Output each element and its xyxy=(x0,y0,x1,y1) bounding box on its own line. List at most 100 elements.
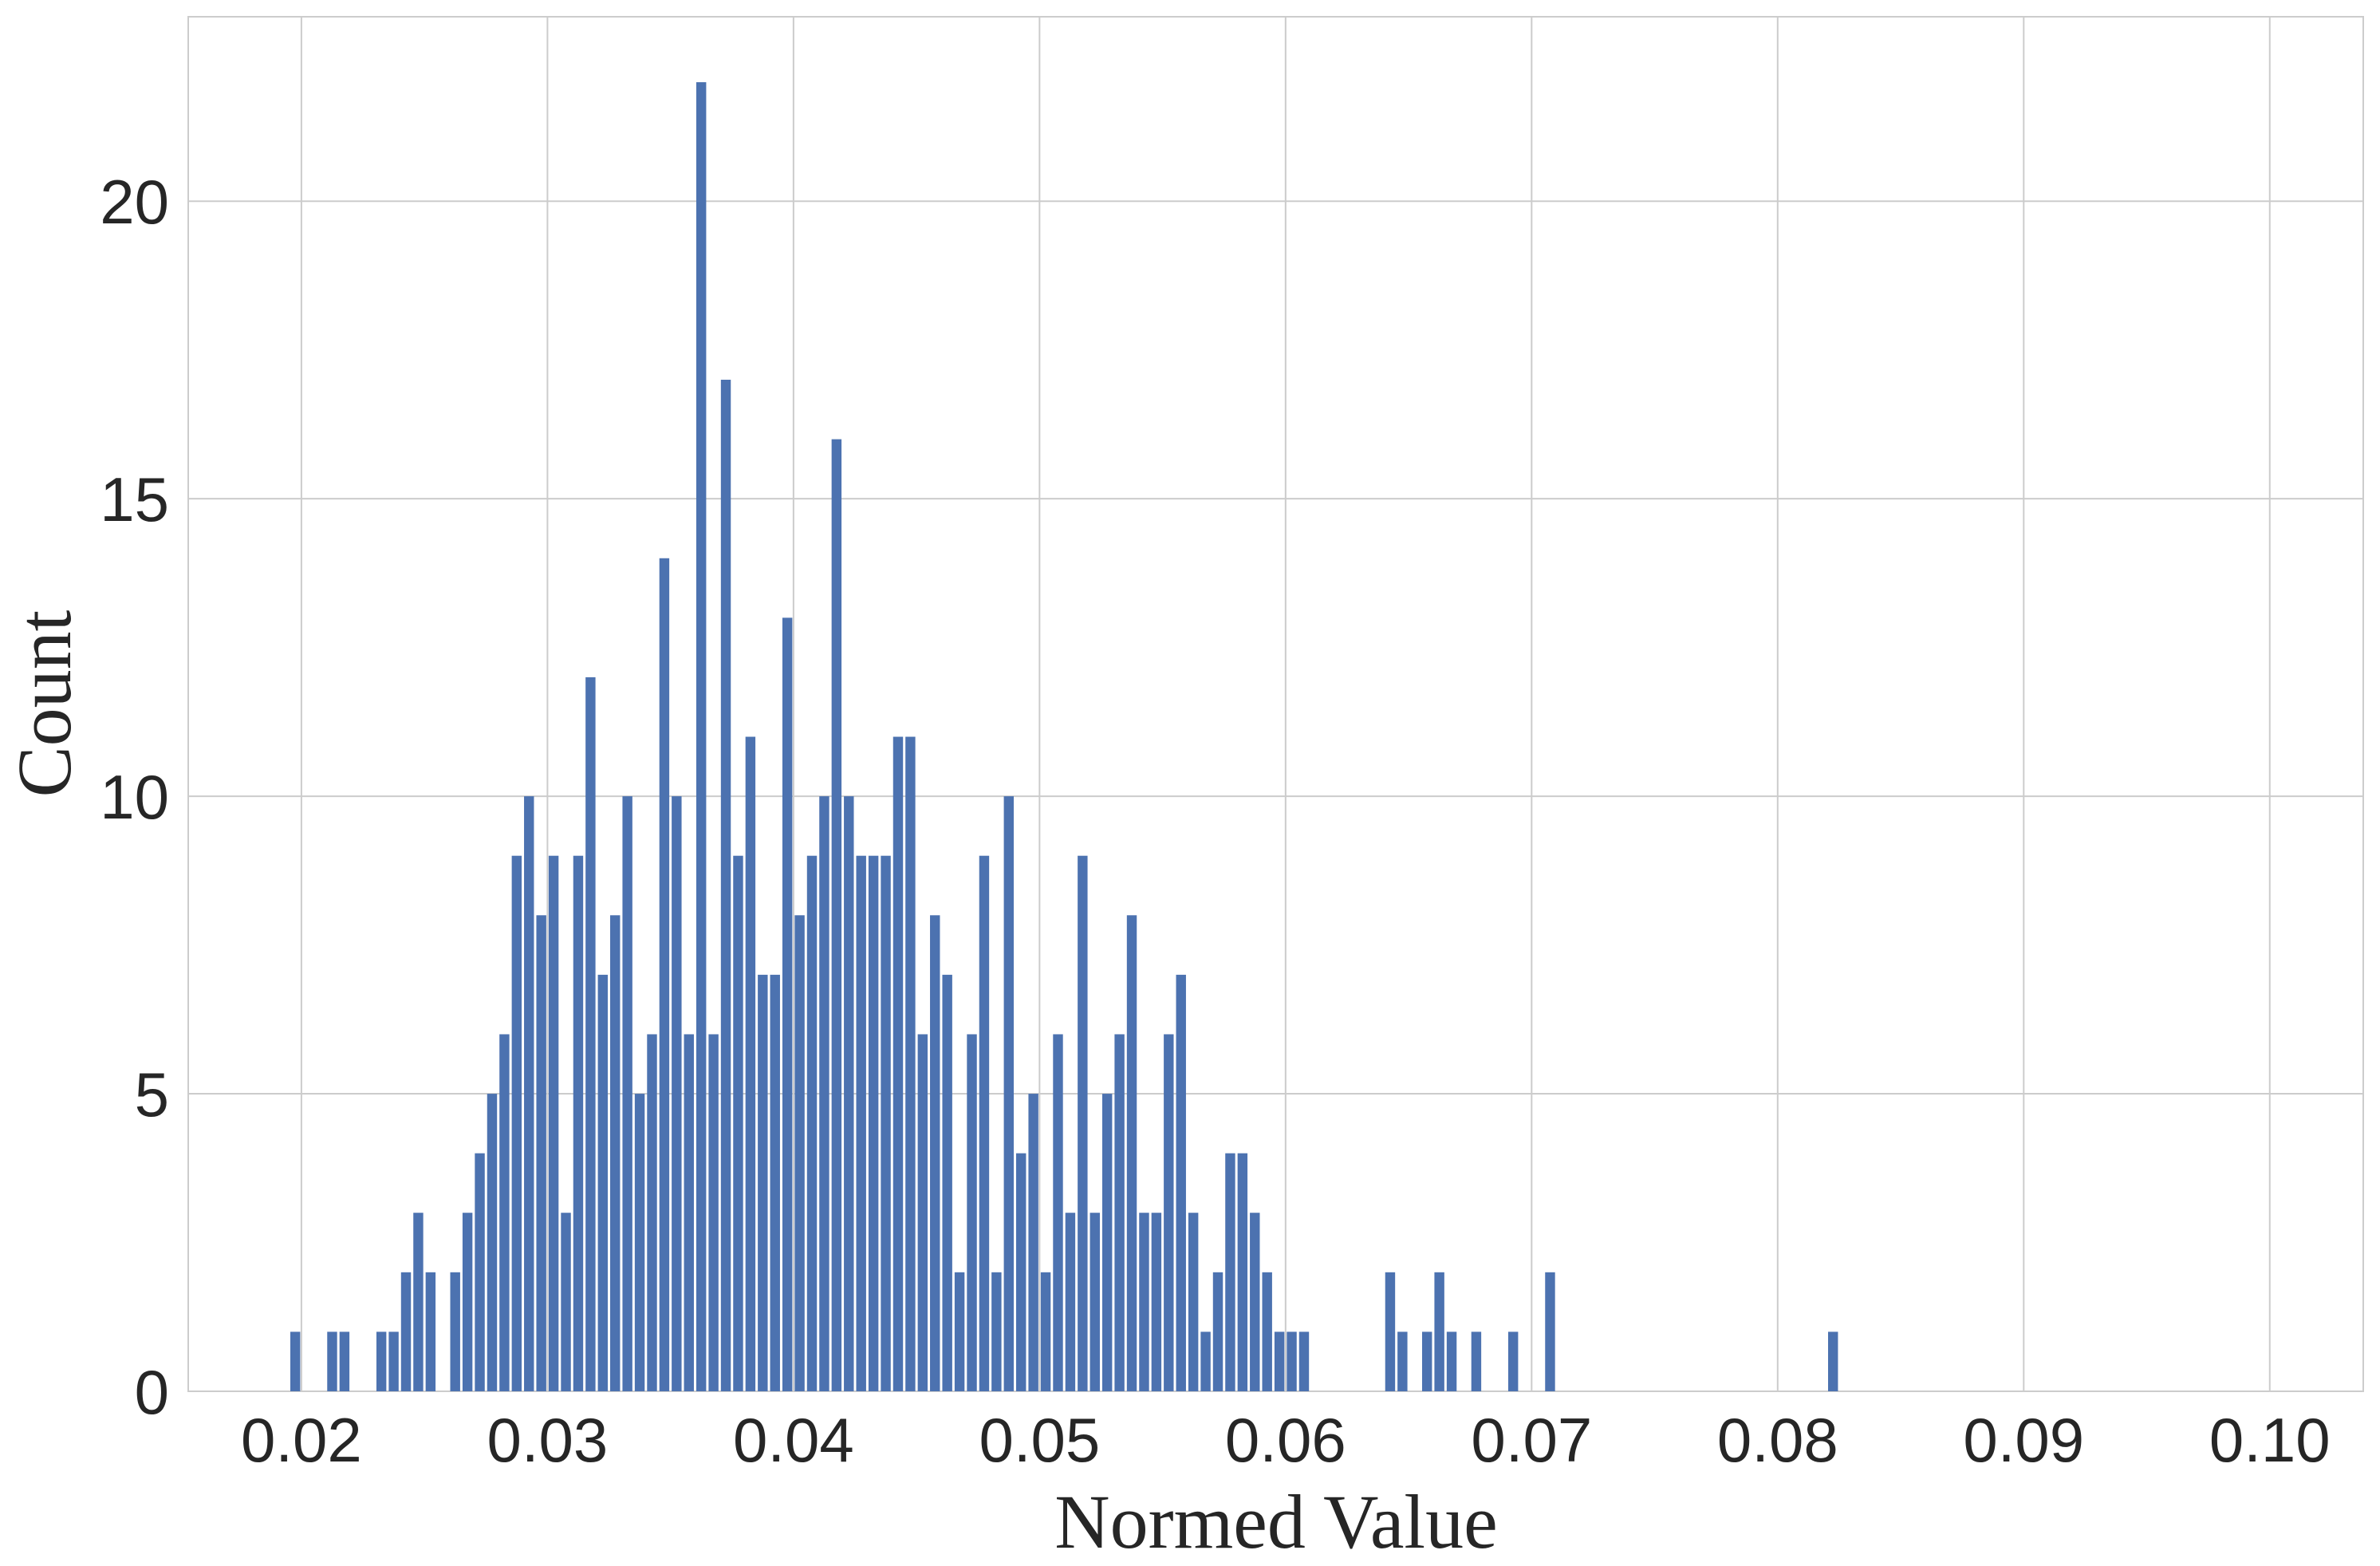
histogram-bar xyxy=(930,915,940,1391)
histogram-bar xyxy=(1053,1034,1063,1391)
x-tick-label: 0.03 xyxy=(487,1405,608,1475)
histogram-bar xyxy=(1298,1331,1310,1391)
histogram-bar xyxy=(758,974,768,1391)
histogram-bar xyxy=(376,1331,387,1391)
histogram-bar xyxy=(856,855,866,1391)
histogram-bar xyxy=(905,736,916,1391)
histogram-bar xyxy=(979,855,990,1391)
histogram-bar xyxy=(548,855,559,1391)
histogram-bar xyxy=(942,974,952,1391)
histogram-bar xyxy=(1016,1153,1026,1391)
histogram-bar xyxy=(1151,1213,1162,1391)
histogram-bar xyxy=(1225,1153,1235,1391)
histogram-bar xyxy=(487,1094,498,1391)
histogram-bar xyxy=(1003,796,1015,1391)
histogram-bar xyxy=(400,1272,412,1391)
histogram-bar xyxy=(388,1331,399,1391)
histogram-bar xyxy=(672,796,682,1391)
histogram-bar xyxy=(659,558,670,1391)
histogram-bar xyxy=(1397,1331,1408,1391)
histogram-bar xyxy=(1250,1213,1260,1391)
histogram-bar xyxy=(745,736,756,1391)
x-tick-label: 0.07 xyxy=(1471,1405,1592,1475)
histogram-bar xyxy=(1545,1272,1555,1391)
histogram-bar xyxy=(782,617,793,1391)
histogram-bar xyxy=(967,1034,977,1391)
histogram-bar xyxy=(954,1272,965,1391)
histogram-bar xyxy=(794,915,805,1391)
x-axis-title: Normed Value xyxy=(1054,1479,1497,1564)
histogram-bar xyxy=(1139,1213,1149,1391)
histogram-bar xyxy=(1065,1213,1076,1391)
histogram-bar xyxy=(1828,1331,1838,1391)
histogram-bar xyxy=(770,974,780,1391)
histogram-bar xyxy=(475,1153,485,1391)
histogram-bar xyxy=(868,855,879,1391)
histogram-bar xyxy=(327,1331,337,1391)
histogram-bar xyxy=(1114,1034,1125,1391)
histogram-bar xyxy=(1028,1094,1038,1391)
histogram-bar xyxy=(585,676,596,1391)
bars xyxy=(290,82,1838,1392)
histogram-bar xyxy=(1090,1213,1100,1391)
histogram-bar xyxy=(450,1272,460,1391)
x-tick-label: 0.05 xyxy=(979,1405,1100,1475)
x-tick-label: 0.09 xyxy=(1963,1405,2084,1475)
histogram-bar xyxy=(462,1213,473,1391)
y-tick-label: 15 xyxy=(100,464,169,534)
histogram-bar xyxy=(1237,1153,1248,1391)
histogram-bar xyxy=(1040,1272,1051,1391)
x-tick-label: 0.10 xyxy=(2209,1405,2331,1475)
histogram-bar xyxy=(708,1034,719,1391)
histogram-bar xyxy=(881,855,891,1391)
histogram-bar xyxy=(622,796,632,1391)
histogram-bar xyxy=(647,1034,657,1391)
histogram-bar xyxy=(290,1331,301,1391)
histogram-bar xyxy=(511,855,522,1391)
histogram-bar xyxy=(634,1094,645,1391)
histogram-bar xyxy=(991,1272,1002,1391)
histogram-bar xyxy=(844,796,854,1391)
histogram-bar xyxy=(1126,915,1137,1391)
x-tick-label: 0.04 xyxy=(733,1405,854,1475)
histogram-bar xyxy=(1262,1272,1272,1391)
histogram-bar xyxy=(720,379,731,1391)
histogram-bar xyxy=(831,439,842,1391)
y-tick-label: 5 xyxy=(135,1059,169,1130)
histogram-bar xyxy=(1164,1034,1174,1391)
histogram-bar xyxy=(1446,1331,1457,1391)
y-tick-label: 0 xyxy=(135,1357,169,1427)
histogram-bar xyxy=(425,1272,436,1391)
histogram-bar xyxy=(1287,1331,1297,1391)
histogram-bar xyxy=(684,1034,694,1391)
histogram-bar xyxy=(1078,855,1088,1391)
histogram-bar xyxy=(524,796,534,1391)
x-tick-label: 0.02 xyxy=(241,1405,362,1475)
histogram-bar xyxy=(536,915,546,1391)
histogram-bar xyxy=(1434,1272,1444,1391)
histogram-bar xyxy=(1188,1213,1199,1391)
histogram-bar xyxy=(892,736,904,1391)
histogram-bar xyxy=(561,1213,571,1391)
histogram-bar xyxy=(1101,1094,1113,1391)
histogram-bar xyxy=(413,1213,424,1391)
histogram-bar xyxy=(917,1034,928,1391)
histogram-bar xyxy=(1274,1331,1285,1391)
histogram-bar xyxy=(1212,1272,1223,1391)
histogram-bar xyxy=(610,915,621,1391)
x-tick-label: 0.06 xyxy=(1225,1405,1346,1475)
y-tick-label: 10 xyxy=(100,762,169,832)
histogram-bar xyxy=(733,855,743,1391)
y-axis-title: Count xyxy=(2,609,87,797)
y-tick-labels: 0 5 10 15 20 xyxy=(100,167,169,1427)
histogram-bar xyxy=(339,1331,350,1391)
histogram-bar xyxy=(499,1034,510,1391)
x-tick-label: 0.08 xyxy=(1717,1405,1838,1475)
histogram-bar xyxy=(695,82,707,1392)
histogram-bar xyxy=(1507,1331,1519,1391)
x-tick-labels: 0.02 0.03 0.04 0.05 0.06 0.07 0.08 0.09 0.10 xyxy=(241,1405,2331,1475)
histogram-bar xyxy=(1471,1331,1482,1391)
histogram-bar xyxy=(806,855,818,1391)
y-tick-label: 20 xyxy=(100,167,169,237)
